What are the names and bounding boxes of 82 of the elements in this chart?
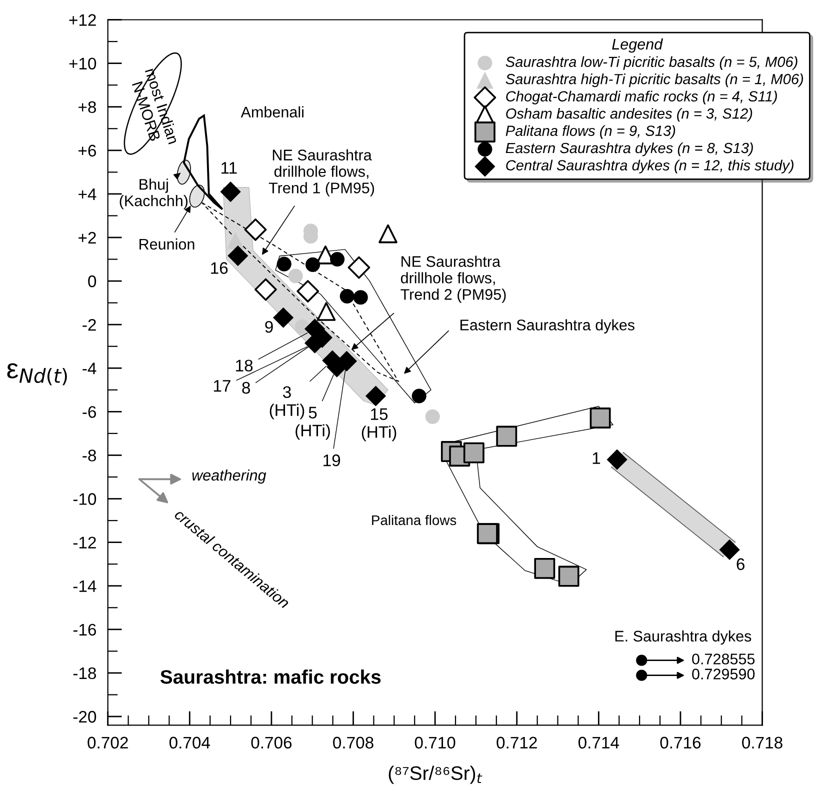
- x-tick-label: 0.704: [169, 736, 210, 749]
- annotation: 8: [242, 382, 250, 394]
- annotation: NE Saurashtra drillhole flows, Trend 1 (PM95): [268, 149, 374, 196]
- y-tick-label: +6: [78, 144, 96, 157]
- x-tick-label: 0.718: [742, 736, 782, 749]
- x-tick-label: 0.710: [414, 736, 456, 749]
- annotation: 0.729590: [692, 668, 755, 680]
- annotation: Palitana flows: [372, 514, 456, 526]
- point: [244, 218, 267, 241]
- y-tick-label: +2: [78, 232, 96, 244]
- legend-label: Palitana flows (n = 9, S13): [506, 125, 676, 139]
- legend-label: Chogat-Chamardi mafic rocks (n = 4, S11): [506, 90, 777, 104]
- legend-title: Legend: [612, 38, 664, 53]
- legend-label: Eastern Saurashtra dykes (n = 8, S13): [506, 142, 753, 156]
- point: [288, 268, 303, 284]
- point: [496, 426, 518, 447]
- text: Saurashtra: mafic rocks: [160, 670, 381, 684]
- point: [273, 307, 294, 328]
- x-tick-label: 0.716: [660, 736, 701, 749]
- y-tick-label: -18: [73, 667, 96, 680]
- annotation: NE Saurashtra drillhole flows, Trend 2 (PM95): [400, 256, 506, 303]
- y-tick-label: -8: [82, 450, 96, 462]
- annotation: 17: [214, 380, 230, 392]
- annotation: 9: [265, 320, 273, 333]
- annotation: 15 (HTi): [362, 408, 396, 442]
- x-tick-label: 0.708: [333, 736, 374, 749]
- annotation: Eastern Saurashtra dykes: [460, 319, 634, 334]
- point: [305, 257, 320, 272]
- x-axis-title: (⁸⁷Sr/⁸⁶Sr)$_{t}$: [388, 766, 482, 784]
- annotation: 6: [736, 558, 744, 570]
- x-tick-label: 0.706: [251, 736, 292, 749]
- point: [412, 388, 426, 404]
- point: [365, 386, 386, 406]
- y-tick-label: -12: [73, 536, 96, 548]
- point: [353, 290, 368, 305]
- point: [558, 566, 580, 587]
- legend-label: Saurashtra low-Ti picritic basalts (n = 5, M06): [506, 56, 798, 70]
- annotation: Bhuj (Kachchh): [120, 178, 188, 210]
- y-tick-label: 0: [88, 275, 96, 288]
- annotation: 0.728555: [692, 654, 755, 664]
- annotation: Reunion: [140, 238, 194, 250]
- point: [276, 256, 292, 272]
- point: [534, 558, 556, 579]
- annotation: 3 (HTi): [270, 386, 304, 420]
- x-tick-label: 0.714: [578, 736, 620, 749]
- y-tick-label: +4: [78, 188, 96, 200]
- legend-label: Osham basaltic andesites (n = 3, S12): [506, 108, 752, 122]
- y-tick-label: -2: [82, 318, 96, 331]
- annotation: 16: [211, 262, 228, 274]
- point: [606, 449, 628, 470]
- annotation: 1: [592, 452, 600, 464]
- y-tick-label: -16: [73, 624, 96, 636]
- y-tick-label: +12: [69, 14, 96, 26]
- annotation: E. Saurashtra dykes: [615, 630, 752, 645]
- y-tick-label: -6: [82, 406, 96, 418]
- y-tick-label: -20: [73, 710, 96, 723]
- point: [226, 232, 244, 250]
- y-tick-label: +8: [78, 101, 96, 114]
- x-tick-label: 0.702: [88, 736, 128, 749]
- y-tick-label: -4: [82, 362, 96, 374]
- annotation: 18: [236, 360, 253, 372]
- point: [220, 181, 241, 202]
- point: [228, 245, 248, 266]
- point: [330, 252, 345, 267]
- y-tick-label: -14: [73, 580, 96, 592]
- x-tick-label: 0.712: [496, 736, 537, 749]
- point: [463, 442, 484, 464]
- point: [425, 409, 440, 424]
- annotation: 19: [324, 454, 340, 466]
- point: [378, 224, 398, 244]
- y-tick-label: -10: [73, 493, 96, 505]
- y-axis-title: ε$_{Nd(t)}$: [7, 363, 67, 386]
- point: [340, 288, 354, 304]
- legend-label: Central Saurashtra dykes (n = 12, this study): [506, 160, 794, 174]
- annotation: Ambenali: [240, 106, 304, 118]
- point: [254, 278, 277, 301]
- point: [316, 302, 336, 321]
- point: [590, 408, 611, 428]
- annotation: weathering: [192, 469, 266, 484]
- annotation: 11: [222, 162, 237, 174]
- legend-label: Saurashtra high-Ti picritic basalts (n = 1, M06): [506, 74, 804, 88]
- y-tick-label: +10: [69, 58, 96, 70]
